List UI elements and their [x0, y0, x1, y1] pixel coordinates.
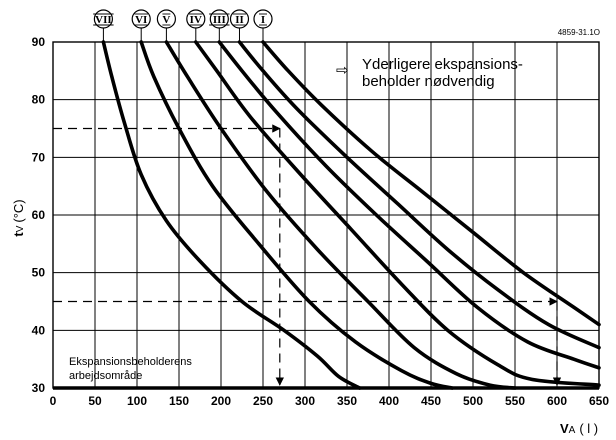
annotation-top-line1: Yderligere ekspansions- [362, 56, 523, 73]
series-label-ii: II [235, 14, 244, 26]
x-tick-label: 50 [88, 394, 102, 408]
x-axis-title: VA( l ) [560, 421, 598, 436]
x-tick-label: 200 [211, 394, 231, 408]
x-tick-label: 600 [547, 394, 567, 408]
y-tick-label: 60 [32, 208, 46, 222]
x-tick-label: 450 [421, 394, 441, 408]
svg-text:VA( l ): VA( l ) [560, 421, 598, 436]
tick-labels: 0 50 100 150 200 250 300 350 400 450 500 550 600 650 3… [32, 35, 610, 408]
x-axis-title-main: V [560, 421, 569, 436]
series-line-iii [217, 40, 601, 370]
x-tick-label: 500 [463, 394, 483, 408]
annotation-top-line2: beholder nødvendig [362, 73, 495, 90]
y-tick-label: 50 [32, 266, 46, 280]
curves [101, 40, 601, 390]
annotation-arrow: ⇨ [336, 62, 349, 79]
series-label-vii: VII [95, 14, 112, 26]
annotation-bottom-line1: Ekspansionsbeholderens [69, 356, 192, 368]
x-tick-label: 300 [295, 394, 315, 408]
x-tick-label: 350 [337, 394, 357, 408]
y-tick-label: 30 [32, 381, 46, 395]
series-label-iv: IV [190, 14, 202, 26]
annotation-bottom-line2: arbejdsområde [69, 370, 142, 382]
svg-text:tV(°C): tV (°C) [11, 199, 26, 236]
x-tick-label: 150 [169, 394, 189, 408]
series-marker-circle [209, 9, 229, 29]
y-axis-title-main: t [11, 232, 26, 237]
series-line-vii [101, 40, 362, 390]
series-line-ii [237, 40, 601, 350]
y-axis-title-sub: V [15, 225, 26, 232]
series-line-vi [139, 40, 454, 390]
y-axis-title-unit: (°C) [11, 199, 26, 222]
reference-lines [53, 124, 562, 386]
figure-id: 4859-31.1O [558, 28, 600, 37]
series-marker-circle [131, 9, 151, 29]
series-line-v [164, 40, 517, 390]
x-tick-label: 400 [379, 394, 399, 408]
series-marker-circle [93, 9, 114, 29]
y-tick-label: 80 [32, 93, 46, 107]
series-label-v: V [162, 14, 170, 26]
x-tick-label: 650 [589, 394, 609, 408]
x-axis-title-sub: A [569, 425, 576, 436]
series-marker-circle [229, 9, 250, 29]
plot-frame [52, 41, 600, 390]
series-marker-circle [186, 9, 206, 29]
x-tick-label: 0 [50, 394, 57, 408]
y-tick-label: 90 [32, 35, 46, 49]
y-tick-label: 70 [32, 150, 46, 164]
y-axis-title: tV (°C) [11, 199, 26, 236]
series-marker-circle [156, 9, 176, 29]
series-line-i [261, 40, 601, 327]
x-tick-label: 250 [253, 394, 273, 408]
x-axis-title-unit: ( l ) [579, 421, 598, 436]
series-marker-circle [253, 9, 273, 29]
series-label-vi: VI [135, 14, 147, 26]
series-line-iv [194, 40, 601, 387]
series-label-iii: III [213, 14, 226, 26]
x-tick-label: 550 [505, 394, 525, 408]
y-tick-label: 40 [32, 323, 46, 337]
x-tick-label: 100 [127, 394, 147, 408]
series-label-i: I [261, 14, 265, 26]
